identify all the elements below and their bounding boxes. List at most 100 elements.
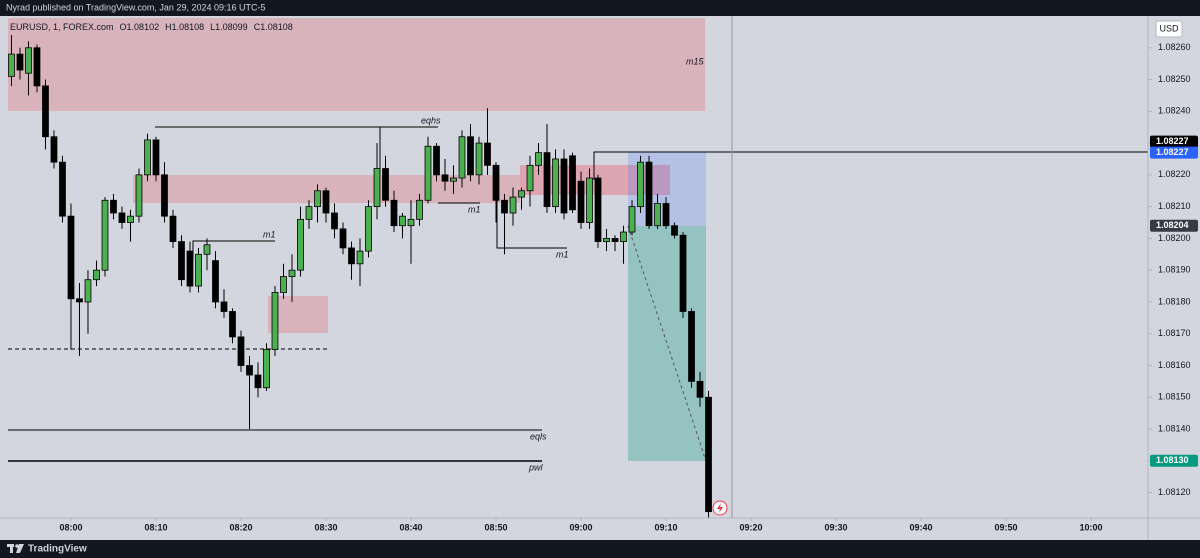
- top-bar: [0, 0, 1200, 16]
- candle-body: [161, 174, 168, 217]
- candle-body: [229, 311, 236, 338]
- price-label: 1.08227: [1156, 147, 1189, 157]
- candle-body: [118, 212, 126, 223]
- candle-body: [458, 136, 466, 179]
- candle-body: [637, 161, 644, 208]
- price-label: 1.08130: [1156, 455, 1189, 465]
- candle-body: [399, 215, 406, 227]
- ohlc-value: 1.08108: [260, 22, 293, 32]
- ohlc-value: 1.08102: [127, 22, 160, 32]
- candle-body: [152, 139, 160, 176]
- candle-body: [390, 199, 398, 227]
- candle-body: [628, 206, 636, 233]
- candle-body: [679, 234, 687, 312]
- annotation: m1: [263, 229, 276, 239]
- y-tick-label: 1.08210: [1158, 201, 1191, 211]
- candle-body: [84, 279, 92, 303]
- annotation: eqhs: [421, 115, 441, 125]
- price-label-box: [1150, 135, 1198, 148]
- published-note: Nyrad published on TradingView.com, Jan …: [6, 2, 266, 12]
- candle-body: [144, 139, 151, 176]
- y-tick-label: 1.08170: [1158, 328, 1191, 338]
- drawings: [8, 16, 1148, 518]
- currency-box[interactable]: [1155, 20, 1183, 38]
- x-tick-label: 09:00: [569, 522, 592, 532]
- candle-body: [50, 136, 58, 163]
- ohlc-key: O: [120, 22, 127, 32]
- ohlc-key: H: [165, 22, 172, 32]
- candle-body: [484, 142, 491, 166]
- candle-body: [331, 212, 338, 230]
- candle-body: [305, 206, 313, 220]
- candle-body: [365, 206, 372, 252]
- candle-body: [705, 396, 712, 513]
- y-tick-label: 1.08250: [1158, 74, 1191, 84]
- ohlc-key: L: [210, 22, 215, 32]
- ohlc-key: C: [254, 22, 261, 32]
- candle-body: [288, 269, 296, 277]
- candle-body: [450, 177, 457, 182]
- candle-body: [59, 161, 66, 217]
- supply-zone: [8, 18, 705, 111]
- candle-body: [526, 164, 534, 192]
- candle-body: [373, 168, 381, 208]
- y-tick-label: 1.08260: [1158, 42, 1191, 52]
- price-label-box: [1150, 219, 1198, 232]
- candle-body: [33, 47, 41, 87]
- candle-body: [552, 158, 559, 208]
- candle-body: [475, 142, 483, 176]
- x-tick-label: 10:00: [1080, 522, 1103, 532]
- candle-body: [696, 380, 704, 398]
- candle-body: [356, 250, 364, 265]
- y-tick-label: 1.08160: [1158, 360, 1191, 370]
- candle-body: [67, 215, 75, 300]
- candle-body: [42, 85, 49, 138]
- price-label-box: [1150, 146, 1198, 159]
- y-tick-label: 1.08220: [1158, 169, 1191, 179]
- eqhs-line: [155, 126, 438, 175]
- candle-body: [603, 238, 610, 242]
- annotation: eqls: [530, 431, 547, 441]
- candle-body: [586, 177, 593, 223]
- x-tick-label: 09:20: [740, 522, 763, 532]
- candle-body: [594, 177, 602, 242]
- ohlc-value: 1.08108: [172, 22, 205, 32]
- candle-body: [169, 215, 177, 242]
- candle-body: [220, 301, 228, 312]
- candle-body: [263, 349, 270, 389]
- y-tick-label: 1.08240: [1158, 106, 1191, 116]
- y-tick-label: 1.08190: [1158, 265, 1191, 275]
- candle-body: [127, 215, 134, 223]
- candle-body: [212, 260, 219, 303]
- candle-body: [203, 244, 211, 255]
- annotation: pwl: [528, 462, 544, 472]
- x-tick-label: 09:30: [825, 522, 848, 532]
- candle-body: [382, 168, 389, 201]
- candle-body: [441, 174, 449, 182]
- candle-body: [509, 196, 517, 214]
- annotation: m15: [686, 56, 705, 66]
- candle-body: [501, 199, 508, 214]
- candle-body: [645, 161, 653, 227]
- candle-body: [195, 253, 202, 287]
- candle-body: [535, 152, 542, 166]
- price-label: 1.08227: [1156, 136, 1189, 146]
- candle-body: [110, 199, 117, 214]
- ohlc: O1.08102 H1.08108 L1.08099 C1.08108: [120, 22, 293, 32]
- candle-body: [25, 47, 32, 74]
- candle-body: [178, 241, 185, 281]
- candle-body: [237, 336, 245, 366]
- bottom-bar: [0, 540, 1200, 558]
- annotation: m1: [468, 204, 481, 214]
- candle-body: [246, 365, 253, 376]
- candle-body: [8, 53, 15, 77]
- level-line: [593, 151, 1148, 180]
- candle-body: [186, 250, 194, 287]
- candle-body: [339, 228, 347, 249]
- x-tick-label: 08:20: [229, 522, 252, 532]
- candle-body: [135, 174, 143, 217]
- candle-body: [101, 199, 109, 271]
- candle-body: [433, 145, 440, 176]
